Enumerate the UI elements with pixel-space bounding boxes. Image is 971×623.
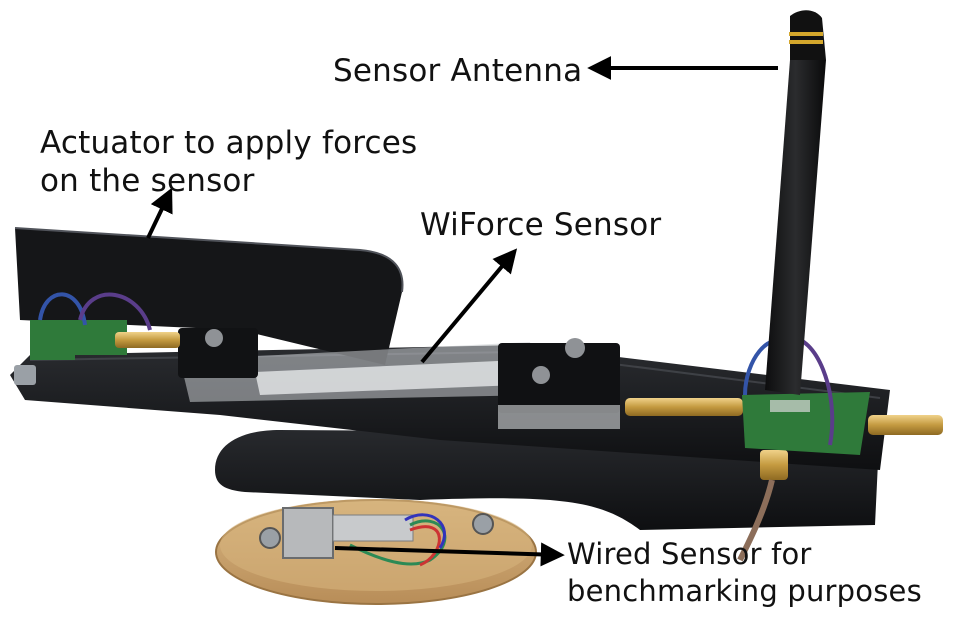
actuator-label-line2: on the sensor [40, 163, 255, 199]
right-pcb [742, 335, 870, 455]
arrow-wiforce [420, 248, 518, 364]
arrow-wired-sensor [334, 542, 565, 567]
actuator-plate [14, 227, 404, 365]
sensor-antenna-label: Sensor Antenna [333, 53, 583, 89]
annotation-arrows [146, 56, 778, 567]
wired-load-cell [282, 507, 447, 567]
right-clamp-block [498, 338, 620, 429]
left-clamp-block [178, 328, 258, 378]
right-rf-connectors [625, 398, 943, 562]
actuator-label-line1: Actuator to apply forces [40, 125, 418, 161]
wired-sensor-label-line2: benchmarking purposes [567, 574, 922, 608]
sensor-antenna [765, 10, 826, 395]
left-pcb-assembly [14, 292, 180, 385]
wiforce-sensor-strip [180, 342, 540, 402]
wiforce-sensor-label: WiForce Sensor [420, 207, 662, 243]
wired-sensor-label-line1: Wired Sensor for [567, 537, 812, 571]
arrow-actuator [146, 187, 173, 239]
